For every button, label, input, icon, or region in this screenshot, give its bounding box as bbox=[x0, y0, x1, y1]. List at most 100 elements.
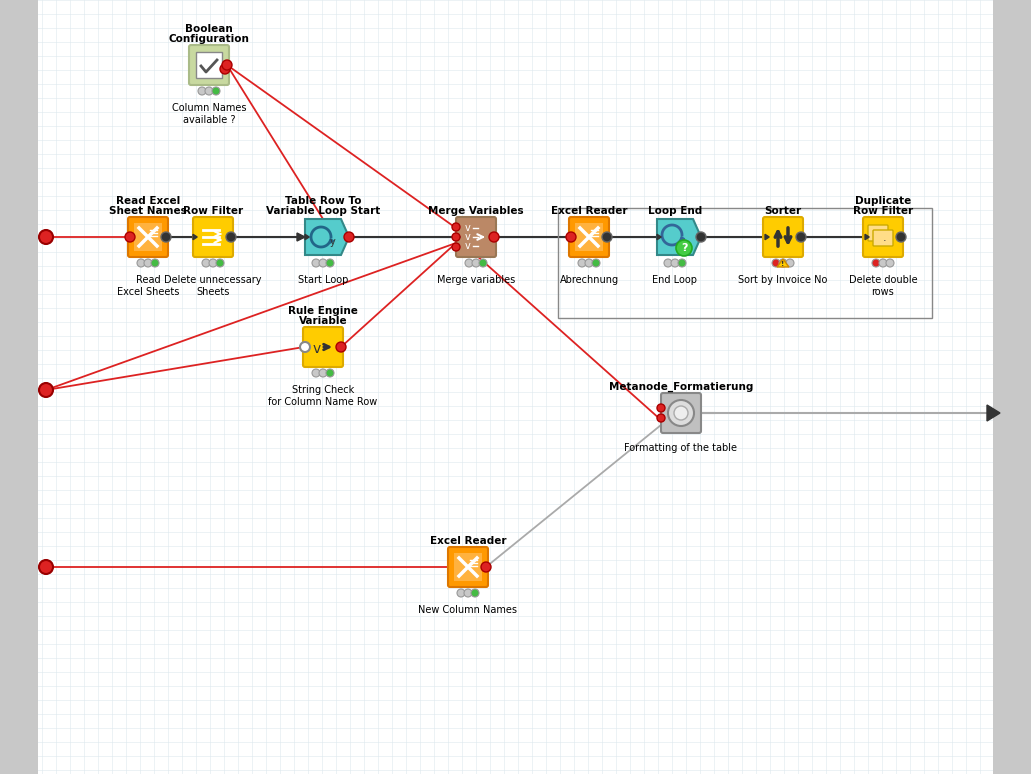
Circle shape bbox=[772, 259, 780, 267]
Text: Read
Excel Sheets: Read Excel Sheets bbox=[117, 275, 179, 296]
Text: End Loop: End Loop bbox=[653, 275, 698, 285]
Text: Excel Reader: Excel Reader bbox=[551, 206, 627, 216]
Bar bbox=[558, 208, 932, 318]
Polygon shape bbox=[305, 219, 350, 255]
Bar bbox=[575, 223, 603, 251]
Polygon shape bbox=[456, 235, 460, 240]
Text: Abrechnung: Abrechnung bbox=[560, 275, 619, 285]
Circle shape bbox=[786, 259, 794, 267]
Circle shape bbox=[602, 232, 612, 242]
Circle shape bbox=[222, 60, 232, 70]
Bar bbox=[134, 223, 162, 251]
Circle shape bbox=[452, 243, 460, 251]
Circle shape bbox=[336, 342, 346, 352]
Circle shape bbox=[300, 342, 310, 352]
Text: Formatting of the table: Formatting of the table bbox=[625, 443, 737, 453]
Circle shape bbox=[879, 259, 887, 267]
Text: Table Row To: Table Row To bbox=[285, 196, 361, 206]
FancyBboxPatch shape bbox=[873, 230, 893, 246]
Circle shape bbox=[212, 87, 220, 95]
Text: Variable Loop Start: Variable Loop Start bbox=[266, 206, 380, 216]
FancyBboxPatch shape bbox=[128, 217, 168, 257]
Text: v: v bbox=[465, 223, 471, 233]
Text: !: ! bbox=[781, 261, 785, 267]
Text: Row Filter: Row Filter bbox=[853, 206, 913, 216]
Text: Configuration: Configuration bbox=[168, 34, 250, 44]
Circle shape bbox=[209, 259, 217, 267]
Circle shape bbox=[886, 259, 894, 267]
Text: Boolean: Boolean bbox=[186, 24, 233, 34]
Circle shape bbox=[896, 232, 906, 242]
Circle shape bbox=[796, 232, 806, 242]
Circle shape bbox=[472, 259, 480, 267]
Circle shape bbox=[161, 232, 171, 242]
Circle shape bbox=[464, 589, 472, 597]
FancyBboxPatch shape bbox=[448, 547, 488, 587]
Circle shape bbox=[39, 383, 53, 397]
Polygon shape bbox=[865, 235, 869, 240]
Text: ·: · bbox=[884, 236, 887, 246]
Text: String Check
for Column Name Row: String Check for Column Name Row bbox=[268, 385, 377, 406]
FancyBboxPatch shape bbox=[868, 225, 888, 241]
FancyBboxPatch shape bbox=[763, 217, 803, 257]
Circle shape bbox=[566, 232, 576, 242]
Text: Sorter: Sorter bbox=[764, 206, 801, 216]
Circle shape bbox=[326, 369, 334, 377]
FancyBboxPatch shape bbox=[569, 217, 609, 257]
Polygon shape bbox=[657, 219, 701, 255]
Circle shape bbox=[217, 259, 224, 267]
Circle shape bbox=[39, 560, 53, 574]
Circle shape bbox=[481, 562, 491, 572]
Text: Excel Reader: Excel Reader bbox=[430, 536, 506, 546]
FancyBboxPatch shape bbox=[193, 217, 233, 257]
Bar bbox=[0, 0, 38, 774]
Text: Metanode_Formatierung: Metanode_Formatierung bbox=[609, 382, 754, 392]
Text: Delete unnecessary
Sheets: Delete unnecessary Sheets bbox=[164, 275, 262, 296]
Polygon shape bbox=[777, 259, 789, 267]
Text: Start Loop: Start Loop bbox=[298, 275, 348, 285]
Text: Loop End: Loop End bbox=[647, 206, 702, 216]
Text: v: v bbox=[312, 342, 321, 356]
Circle shape bbox=[779, 259, 787, 267]
Circle shape bbox=[657, 404, 665, 412]
FancyBboxPatch shape bbox=[863, 217, 903, 257]
Text: Delete double
rows: Delete double rows bbox=[849, 275, 918, 296]
Text: Read Excel: Read Excel bbox=[115, 196, 180, 206]
Polygon shape bbox=[305, 235, 309, 240]
Text: y: y bbox=[330, 237, 336, 247]
Circle shape bbox=[465, 259, 473, 267]
Circle shape bbox=[674, 406, 688, 420]
Circle shape bbox=[326, 259, 334, 267]
Text: Merge variables: Merge variables bbox=[437, 275, 516, 285]
Text: Sort by Invoice No: Sort by Invoice No bbox=[738, 275, 828, 285]
Text: Variable: Variable bbox=[299, 316, 347, 326]
Text: Row Filter: Row Filter bbox=[182, 206, 243, 216]
Circle shape bbox=[319, 369, 327, 377]
Circle shape bbox=[657, 414, 665, 422]
Circle shape bbox=[676, 240, 692, 256]
Polygon shape bbox=[330, 238, 334, 243]
Text: New Column Names: New Column Names bbox=[419, 605, 518, 615]
FancyBboxPatch shape bbox=[303, 327, 343, 367]
Text: Merge Variables: Merge Variables bbox=[428, 206, 524, 216]
Text: Rule Engine: Rule Engine bbox=[288, 306, 358, 316]
FancyBboxPatch shape bbox=[189, 45, 229, 85]
Circle shape bbox=[668, 400, 694, 426]
Circle shape bbox=[696, 232, 706, 242]
Text: ?: ? bbox=[680, 243, 688, 253]
Polygon shape bbox=[657, 235, 661, 240]
Circle shape bbox=[202, 259, 210, 267]
Circle shape bbox=[344, 232, 354, 242]
Polygon shape bbox=[571, 235, 575, 240]
Circle shape bbox=[578, 259, 586, 267]
Circle shape bbox=[678, 259, 686, 267]
Circle shape bbox=[137, 259, 145, 267]
Circle shape bbox=[198, 87, 206, 95]
Circle shape bbox=[585, 259, 593, 267]
Circle shape bbox=[319, 259, 327, 267]
Circle shape bbox=[592, 259, 600, 267]
Text: v: v bbox=[465, 232, 471, 242]
Text: Duplicate: Duplicate bbox=[855, 196, 911, 206]
Circle shape bbox=[457, 589, 465, 597]
Polygon shape bbox=[297, 233, 305, 241]
